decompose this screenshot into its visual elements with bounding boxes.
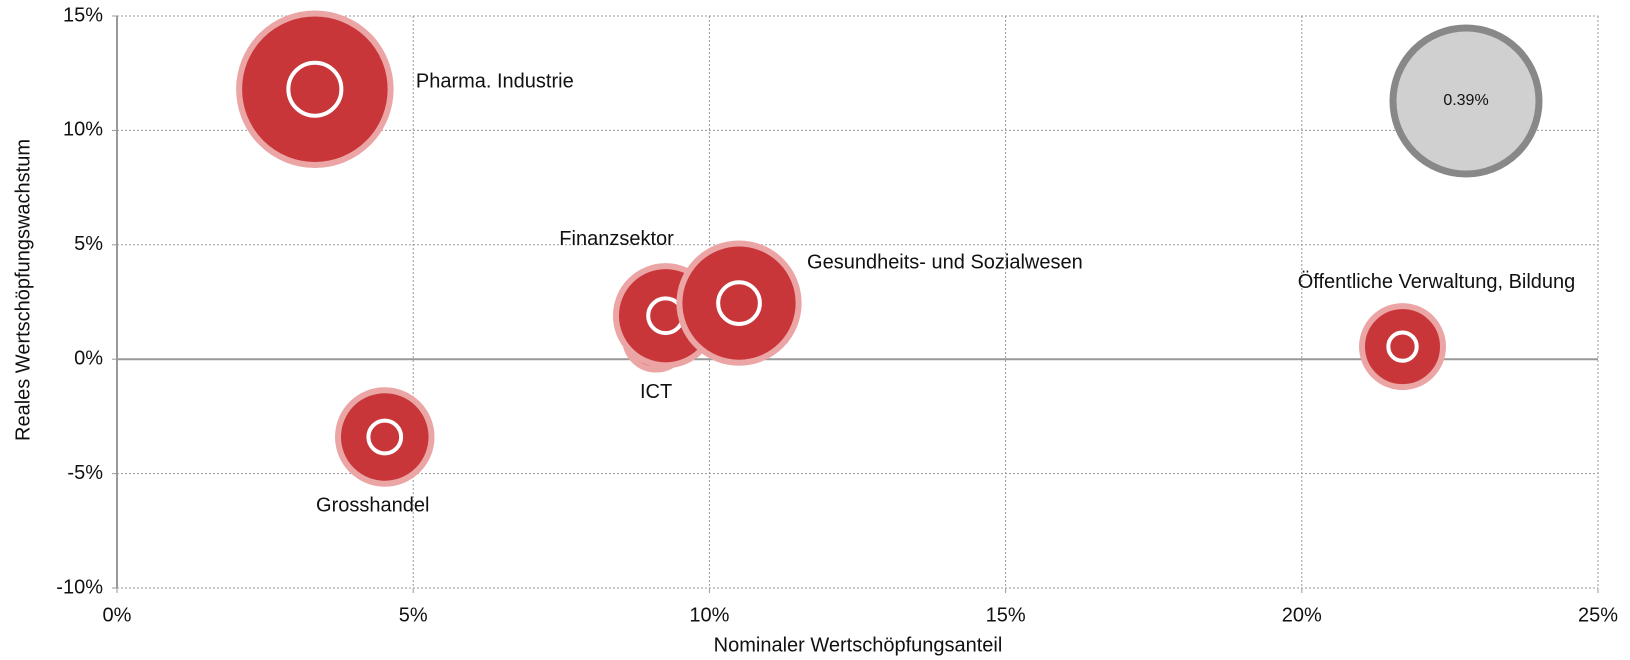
bubble	[676, 240, 802, 366]
y-tick-label: -10%	[56, 576, 103, 598]
y-tick-label: 10%	[63, 119, 103, 141]
bubble	[1359, 303, 1447, 391]
x-tick-label: 0%	[103, 604, 132, 626]
bubble-label: Finanzsektor	[559, 228, 674, 250]
y-tick-label: 5%	[74, 233, 103, 255]
x-tick-label: 20%	[1282, 604, 1322, 626]
bubble-label: Gesundheits- und Sozialwesen	[807, 251, 1083, 273]
y-tick-label: 0%	[74, 347, 103, 369]
y-axis-title: Reales Wertschöpfungswachstum	[12, 139, 34, 441]
bubble	[236, 10, 394, 168]
y-tick-label: -5%	[67, 462, 103, 484]
x-tick-label: 5%	[399, 604, 428, 626]
bubble-icon	[1386, 330, 1419, 363]
x-axis-title: Nominaler Wertschöpfungsanteil	[714, 634, 1003, 656]
size-legend-bubble	[1389, 24, 1543, 178]
bubble-icon	[716, 280, 762, 327]
bubble-label: Pharma. Industrie	[416, 70, 574, 92]
bubble	[335, 387, 435, 487]
x-tick-label: 10%	[689, 604, 729, 626]
x-tick-label: 15%	[986, 604, 1026, 626]
bubble-icon	[366, 418, 404, 456]
bubble-label: Grosshandel	[316, 494, 429, 516]
bubble-label: Öffentliche Verwaltung, Bildung	[1298, 271, 1576, 293]
bubble-icon	[286, 60, 344, 118]
bubble-label: ICT	[640, 381, 672, 403]
y-tick-label: 15%	[63, 4, 103, 26]
size-legend-label: 0.39%	[1443, 92, 1488, 109]
x-tick-label: 25%	[1578, 604, 1618, 626]
